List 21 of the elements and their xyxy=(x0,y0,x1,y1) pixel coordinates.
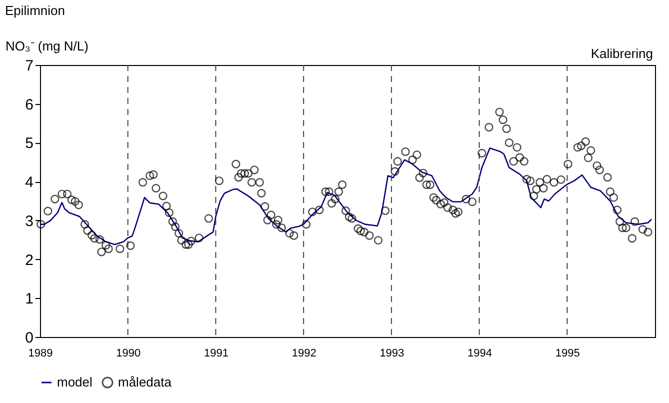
text: Kalibrering xyxy=(590,46,653,61)
chart-title: Epilimnion xyxy=(5,3,65,18)
y-tick-label: 6 xyxy=(25,96,34,114)
x-tick-label: 1995 xyxy=(555,348,580,360)
x-tick-label: 1989 xyxy=(28,348,53,360)
y-tick-label: 3 xyxy=(25,212,34,230)
x-tick-label: 1993 xyxy=(380,348,404,360)
legend-label: måledata xyxy=(118,374,172,390)
x-tick-label: 1991 xyxy=(204,348,228,360)
y-tick-label: 5 xyxy=(25,135,34,152)
x-tick-label: 1992 xyxy=(292,348,316,360)
y-tick-label: 2 xyxy=(25,252,34,269)
y-tick-label: 0 xyxy=(25,330,34,346)
y-tick-label: 7 xyxy=(25,58,34,74)
y-tick-label: 4 xyxy=(25,174,34,192)
legend-label: model xyxy=(57,374,93,390)
line-series xyxy=(39,148,652,246)
x-tick-label: 1990 xyxy=(116,348,141,360)
y-tick-label: 1 xyxy=(25,290,34,308)
y-axis-title: NO₃⁻ (mg N/L) xyxy=(6,38,88,54)
x-tick-label: 1994 xyxy=(468,348,492,360)
